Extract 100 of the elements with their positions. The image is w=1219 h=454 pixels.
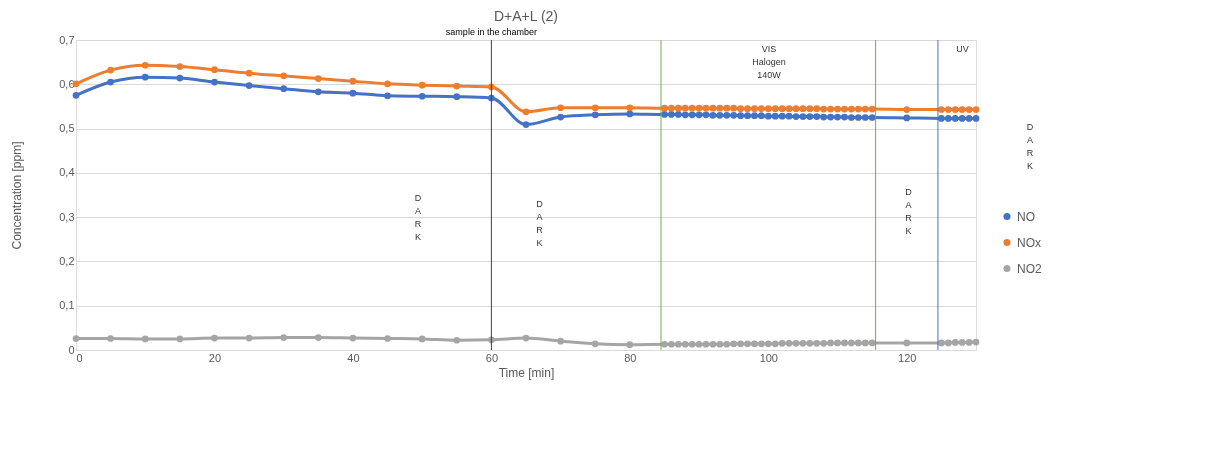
point [848, 105, 855, 113]
point [730, 104, 738, 112]
point [799, 105, 807, 112]
ref-line-label: sample in the chamber [445, 27, 537, 37]
legend-label: NO [1017, 209, 1035, 224]
point [751, 112, 758, 120]
point [72, 335, 80, 342]
point [778, 105, 786, 112]
x-tick-label: 40 [347, 351, 360, 364]
point [744, 340, 751, 348]
point [211, 78, 218, 86]
point [903, 106, 911, 113]
point [841, 113, 848, 121]
point [771, 112, 779, 120]
x-tick-label: 80 [624, 351, 637, 364]
point [688, 340, 696, 348]
point [661, 104, 668, 112]
point [453, 336, 461, 344]
point [958, 106, 966, 113]
point [141, 335, 149, 343]
point [522, 334, 530, 342]
point [141, 61, 149, 69]
point [702, 340, 710, 348]
legend-label: NO2 [1017, 261, 1042, 276]
point [668, 104, 675, 112]
point [834, 339, 841, 347]
point [418, 335, 426, 343]
point [384, 92, 391, 100]
point [709, 111, 717, 119]
point [176, 335, 184, 343]
point [965, 115, 973, 122]
point [730, 340, 738, 348]
point [681, 111, 689, 119]
point [626, 110, 634, 118]
point [681, 104, 689, 112]
point [72, 92, 80, 99]
point [716, 104, 724, 112]
point [107, 78, 114, 86]
x-tick-label: 20 [208, 351, 222, 364]
point [820, 105, 828, 113]
point [668, 111, 675, 118]
y-axis-title: Concentration [ppm] [10, 141, 25, 250]
point [418, 81, 426, 89]
point [972, 115, 980, 122]
point [453, 93, 461, 101]
point [688, 111, 696, 119]
point [903, 114, 911, 122]
point [314, 334, 322, 341]
x-tick-label: 60 [485, 351, 499, 364]
point [591, 111, 599, 119]
y-tick-label: 0,4 [59, 166, 75, 179]
point [834, 105, 841, 113]
point [785, 340, 793, 347]
x-tick-label: 120 [898, 351, 917, 364]
point [938, 106, 945, 113]
point [661, 111, 668, 118]
point [861, 339, 869, 347]
point [806, 113, 814, 120]
point [868, 114, 876, 121]
point [744, 112, 751, 120]
text: DARK [1026, 121, 1034, 171]
point [792, 113, 800, 120]
point [951, 106, 959, 113]
point [723, 104, 731, 112]
point [813, 105, 821, 112]
point [944, 115, 952, 122]
point [522, 108, 530, 116]
point [813, 340, 821, 347]
point [861, 105, 869, 113]
point [557, 113, 564, 121]
point [751, 340, 758, 348]
point [176, 63, 184, 70]
point [723, 111, 731, 119]
point [841, 339, 848, 347]
point [245, 69, 253, 77]
point [107, 335, 114, 342]
point [716, 111, 724, 119]
point [806, 105, 814, 112]
point [557, 337, 564, 345]
point [834, 113, 841, 121]
point [778, 340, 786, 347]
y-tick-label: 0 [68, 343, 75, 356]
y-tick-label: 0,1 [59, 299, 75, 312]
point [661, 340, 668, 348]
point [820, 340, 828, 347]
point [958, 115, 966, 122]
point [965, 339, 973, 346]
point [854, 114, 862, 121]
point [418, 92, 426, 100]
point [792, 105, 800, 112]
point [557, 104, 564, 112]
point [813, 113, 821, 120]
point [799, 340, 807, 347]
point [785, 112, 793, 120]
point [695, 111, 703, 119]
point [778, 112, 786, 120]
point [709, 104, 717, 112]
point [827, 105, 834, 113]
point [349, 334, 357, 342]
point [688, 104, 696, 112]
